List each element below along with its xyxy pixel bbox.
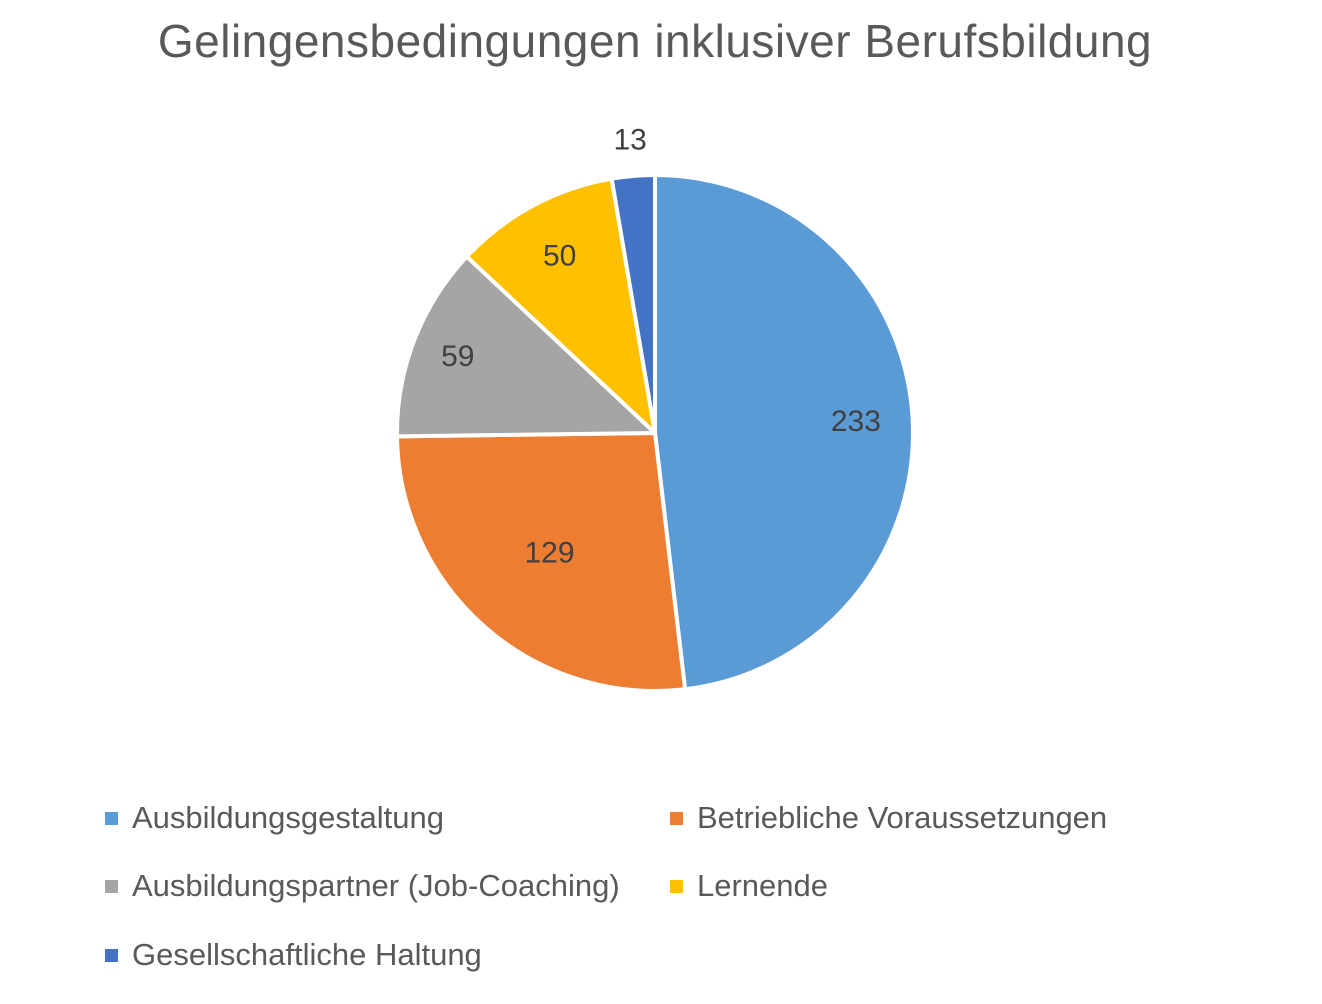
legend-label-ausbildungspartner: Ausbildungspartner (Job-Coaching): [132, 868, 620, 903]
pie-slice-gesellschaftliche-haltung: [609, 173, 657, 435]
legend-swatch-lernende: [670, 879, 683, 893]
data-label-ausbildungsgestaltung: 233: [831, 405, 881, 438]
legend-label-ausbildungsgestaltung: Ausbildungsgestaltung: [132, 800, 444, 835]
legend-swatch-gesellschaftliche-haltung: [105, 948, 118, 962]
legend-item-ausbildungsgestaltung: Ausbildungsgestaltung: [105, 798, 444, 838]
legend-item-ausbildungspartner: Ausbildungspartner (Job-Coaching): [105, 866, 620, 906]
legend-swatch-ausbildungsgestaltung: [105, 811, 118, 825]
chart-title: Gelingensbedingungen inklusiver Berufsbi…: [157, 15, 1153, 67]
legend-swatch-ausbildungspartner: [105, 879, 118, 893]
legend-item-gesellschaftliche-haltung: Gesellschaftliche Haltung: [105, 935, 482, 975]
data-label-lernende: 50: [543, 239, 576, 272]
data-label-betriebliche-voraussetzungen: 129: [524, 537, 574, 570]
legend-label-betriebliche-voraussetzungen: Betriebliche Voraussetzungen: [697, 800, 1108, 835]
pie-data-labels: 233 129 59 50 13: [441, 123, 881, 569]
legend-swatch-betriebliche-voraussetzungen: [670, 811, 683, 825]
legend-item-lernende: Lernende: [670, 866, 828, 906]
legend-label-gesellschaftliche-haltung: Gesellschaftliche Haltung: [132, 937, 482, 972]
pie-slices: [395, 173, 915, 693]
pie-slice-lernende: [464, 176, 657, 435]
data-label-ausbildungspartner: 59: [441, 340, 474, 373]
pie-slice-ausbildungspartner: [395, 254, 657, 439]
pie-slice-ausbildungsgestaltung: [653, 173, 915, 692]
legend-item-betriebliche-voraussetzungen: Betriebliche Voraussetzungen: [670, 798, 1107, 838]
data-label-gesellschaftliche-haltung: 13: [614, 123, 647, 156]
legend-label-lernende: Lernende: [697, 868, 829, 903]
pie-slice-betriebliche-voraussetzungen: [395, 431, 688, 693]
